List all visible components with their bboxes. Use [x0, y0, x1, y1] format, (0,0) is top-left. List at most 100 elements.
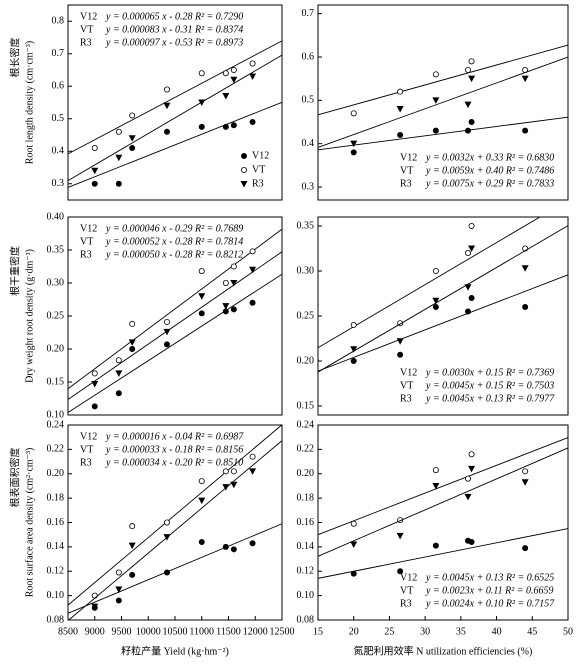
marker — [129, 112, 136, 119]
y-tick-label: 0.16 — [297, 517, 315, 528]
y-axis-title-zh: 根干重密度 — [8, 246, 21, 296]
marker — [468, 222, 475, 229]
marker — [198, 70, 205, 77]
y-tick-label: 0.10 — [47, 409, 65, 420]
x-tick-label: 12000 — [243, 626, 268, 637]
marker — [230, 481, 238, 489]
marker — [198, 99, 206, 106]
y-tick-label: 0.3 — [302, 181, 315, 192]
x-tick-label: 10500 — [163, 626, 188, 637]
marker — [115, 357, 122, 364]
marker — [522, 303, 529, 310]
marker — [222, 279, 229, 286]
series-name: V12 — [400, 572, 417, 583]
equation: y = 0.0030x + 0.15 R² = 0.7369 — [425, 367, 554, 378]
legend-marker — [240, 166, 247, 173]
y-tick-label: 0.7 — [302, 8, 315, 19]
fit-line — [67, 273, 283, 413]
marker — [91, 167, 99, 175]
y-tick-label: 0.18 — [297, 492, 315, 503]
y-tick-label: 0.40 — [47, 211, 65, 222]
marker — [198, 123, 205, 130]
marker — [128, 135, 136, 142]
series-name: V12 — [400, 152, 417, 163]
series-name: R3 — [80, 37, 92, 48]
marker — [115, 370, 123, 377]
marker — [163, 519, 170, 526]
fit-line — [317, 44, 569, 116]
y-tick-label: 0.24 — [297, 419, 315, 430]
marker — [432, 267, 439, 274]
marker — [230, 263, 237, 270]
y-axis-title-zh: 根表面积密度 — [8, 448, 21, 508]
marker — [468, 119, 475, 126]
marker — [249, 453, 256, 460]
marker — [230, 122, 237, 129]
y-tick-label: 0.8 — [52, 16, 65, 27]
equation: y = 0.000083 x - 0.31 R² = 0.8374 — [105, 24, 243, 35]
marker — [468, 465, 476, 473]
y-tick-label: 0.35 — [47, 244, 65, 255]
marker — [115, 154, 123, 162]
marker — [222, 123, 229, 130]
marker — [198, 310, 205, 317]
marker — [128, 339, 136, 346]
y-tick-label: 0.20 — [297, 355, 315, 366]
series-name: V12 — [80, 223, 97, 234]
y-tick-label: 0.6 — [52, 81, 65, 92]
fit-line — [317, 274, 569, 372]
x-tick-label: 15 — [313, 626, 323, 637]
marker — [350, 570, 357, 577]
marker — [230, 468, 237, 475]
marker — [350, 321, 357, 328]
equation: y = 0.0075x + 0.29 R² = 0.7833 — [425, 178, 554, 189]
y-axis-title: Root surface area density (cm²·cm⁻³) — [24, 448, 35, 598]
marker — [397, 351, 404, 358]
legend-marker — [240, 181, 248, 188]
fit-line — [67, 523, 283, 614]
equation: y = 0.000052 x - 0.28 R² = 0.7814 — [105, 236, 243, 247]
y-tick-label: 0.10 — [297, 590, 315, 601]
marker — [222, 484, 230, 491]
marker — [350, 520, 357, 527]
marker — [464, 475, 471, 482]
y-tick-label: 0.20 — [47, 343, 65, 354]
marker — [198, 497, 206, 505]
marker — [468, 75, 476, 83]
marker — [432, 97, 440, 104]
marker — [521, 75, 529, 83]
y-axis-title-zh: 根长密度 — [8, 38, 21, 78]
marker — [115, 128, 122, 135]
equation: y = 0.0032x + 0.33 R² = 0.6830 — [425, 152, 554, 163]
marker — [163, 128, 170, 135]
marker — [230, 76, 238, 84]
legend-label: V12 — [252, 150, 269, 161]
x-tick-label: 12500 — [270, 626, 295, 637]
y-tick-label: 0.08 — [297, 614, 315, 625]
marker — [91, 603, 99, 611]
marker — [397, 568, 404, 575]
equation: y = 0.000065 x - 0.28 R² = 0.7290 — [105, 11, 243, 22]
marker — [198, 478, 205, 485]
marker — [468, 58, 475, 65]
series-name: R3 — [400, 178, 412, 189]
marker — [198, 293, 206, 300]
x-tick-label: 9000 — [85, 626, 105, 637]
series-name: V12 — [400, 367, 417, 378]
y-axis-title: Dry weight root density (g·dm⁻³) — [24, 249, 35, 383]
marker — [115, 597, 122, 604]
equation: y = 0.0023x + 0.11 R² = 0.6659 — [425, 585, 554, 596]
x-tick-label: 25 — [384, 626, 394, 637]
x-tick-label: 50 — [563, 626, 573, 637]
marker — [249, 468, 257, 475]
marker — [249, 266, 257, 274]
marker — [464, 101, 472, 109]
plot-frame — [317, 4, 569, 201]
marker — [163, 86, 170, 93]
equation: y = 0.000097 x - 0.53 R² = 0.8973 — [105, 37, 243, 48]
marker — [222, 468, 229, 475]
y-tick-label: 0.25 — [297, 310, 315, 321]
marker — [350, 346, 358, 353]
y-tick-label: 0.4 — [302, 138, 315, 149]
marker — [222, 70, 229, 77]
